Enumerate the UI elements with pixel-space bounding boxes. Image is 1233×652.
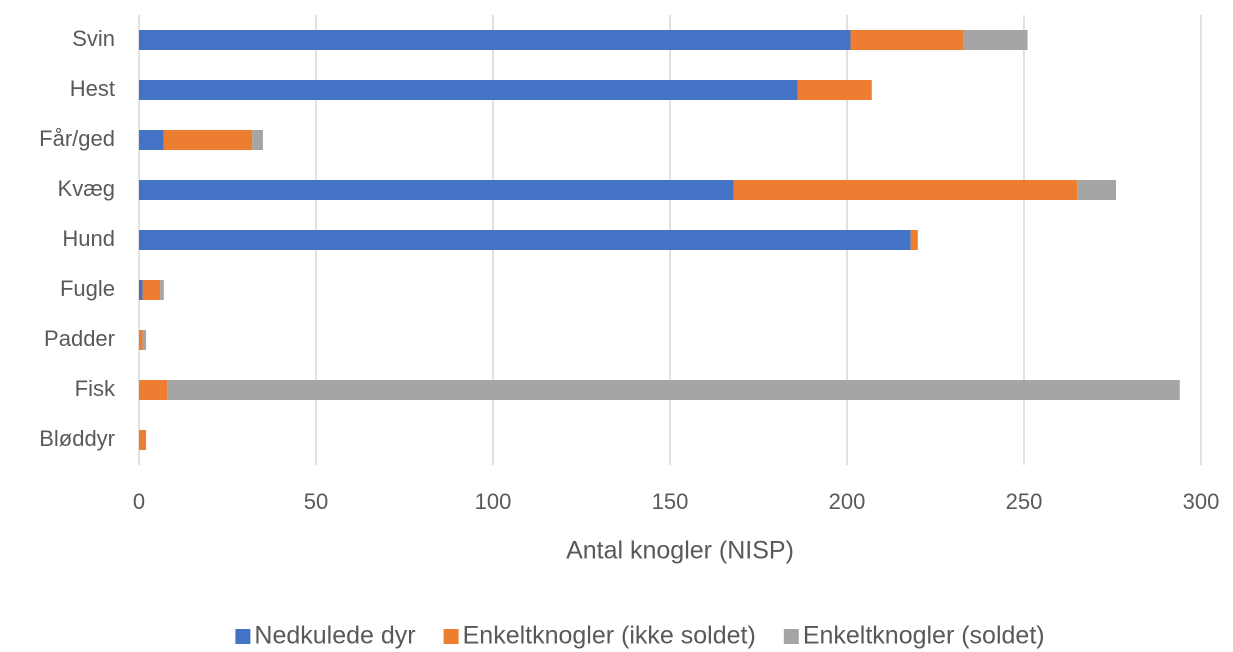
y-tick-label: Hest [70, 76, 115, 101]
bar-segment [797, 80, 872, 100]
legend-swatch [783, 629, 799, 644]
bar-segment [163, 130, 253, 150]
legend-label: Enkeltknogler (soldet) [803, 622, 1045, 650]
bar-segment [139, 280, 143, 300]
x-tick-label: 250 [1006, 489, 1043, 514]
x-tick-label: 150 [652, 489, 689, 514]
y-tick-label: Får/ged [39, 126, 115, 151]
bar-segment [139, 380, 168, 400]
y-tick-label: Padder [44, 326, 115, 351]
y-tick-label: Kvæg [58, 176, 115, 201]
bar-segment [139, 180, 734, 200]
legend-swatch [235, 629, 251, 644]
bar-segment [142, 280, 161, 300]
bar-segment [139, 80, 798, 100]
bar-segment [139, 430, 147, 450]
bar-segment [910, 230, 918, 250]
legend-label: Nedkulede dyr [254, 622, 415, 650]
y-tick-label: Fisk [75, 376, 116, 401]
y-tick-label: Svin [72, 26, 115, 51]
bar-segment [139, 30, 851, 50]
bar-segment [733, 180, 1078, 200]
bar-segment [160, 280, 164, 300]
bar-segment [252, 130, 263, 150]
bar-segment [139, 330, 143, 350]
x-tick-label: 200 [829, 489, 866, 514]
y-tick-label: Hund [62, 226, 115, 251]
x-axis-title: Antal knogler (NISP) [566, 537, 794, 565]
x-tick-label: 50 [304, 489, 328, 514]
bar-segment [850, 30, 964, 50]
legend: Nedkulede dyr Enkeltknogler (ikke soldet)… [235, 622, 1045, 650]
bar-segment [1077, 180, 1117, 200]
legend-swatch [443, 629, 459, 644]
legend-label: Enkeltknogler (ikke soldet) [463, 622, 756, 650]
bar-segment [142, 330, 147, 350]
bar-segment [139, 130, 164, 150]
bar-segment [139, 230, 911, 250]
y-tick-label: Fugle [60, 276, 115, 301]
y-tick-label: Bløddyr [39, 426, 115, 451]
bar-segment [963, 30, 1028, 50]
x-tick-label: 300 [1183, 489, 1220, 514]
x-tick-label: 0 [133, 489, 145, 514]
x-tick-label: 100 [475, 489, 512, 514]
bar-segment [167, 380, 1180, 400]
